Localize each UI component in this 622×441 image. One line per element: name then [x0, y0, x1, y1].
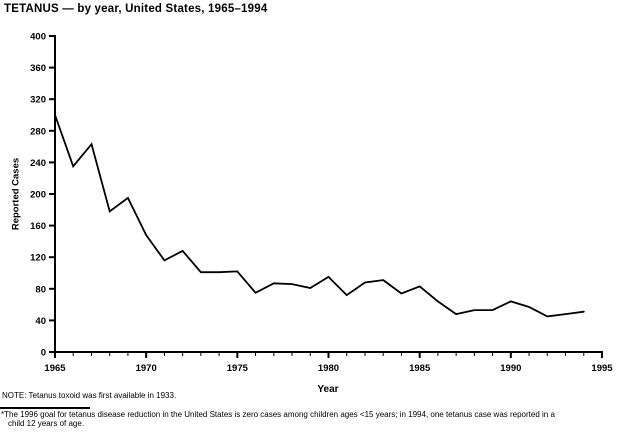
x-tick-label: 1965 — [44, 363, 66, 374]
y-tick-label: 160 — [30, 221, 46, 232]
chart-note: NOTE: Tetanus toxoid was first available… — [2, 391, 177, 400]
y-tick-label: 240 — [30, 158, 46, 169]
y-tick-label: 280 — [30, 126, 46, 137]
footnote-line-2: child 12 years of age. — [8, 419, 85, 428]
y-tick-label: 40 — [35, 316, 46, 327]
x-axis-label: Year — [317, 384, 339, 395]
y-tick-label: 0 — [41, 348, 46, 359]
y-tick-label: 360 — [30, 63, 46, 74]
line-chart-canvas: 0 40 80 120 160 200 240 280 320 360 400 1965 1970 197… — [30, 32, 613, 375]
x-tick-label: 1985 — [409, 363, 431, 374]
y-tick-label: 120 — [30, 253, 46, 264]
y-tick-label: 80 — [35, 284, 46, 295]
footnote-line-1: *The 1996 goal for tetanus disease reduc… — [1, 410, 619, 419]
x-tick-label: 1995 — [591, 363, 613, 374]
y-tick-label: 400 — [30, 32, 46, 43]
x-tick-label: 1970 — [136, 363, 157, 374]
x-tick-label: 1980 — [318, 363, 339, 374]
footnote-marker: * — [1, 410, 5, 419]
reported-cases-line — [54, 114, 585, 318]
y-tick-label: 200 — [30, 190, 46, 201]
x-tick-label: 1990 — [500, 363, 521, 374]
y-axis-label: Reported Cases — [10, 157, 22, 231]
chart-footnote: *The 1996 goal for tetanus disease reduc… — [1, 410, 619, 428]
y-tick-label: 320 — [30, 95, 46, 106]
footnote-divider — [0, 407, 90, 409]
x-tick-label: 1975 — [227, 363, 249, 374]
chart-title: TETANUS — by year, United States, 1965–1… — [4, 3, 268, 15]
footnote-text-1: The 1996 goal for tetanus disease reduct… — [4, 410, 555, 419]
